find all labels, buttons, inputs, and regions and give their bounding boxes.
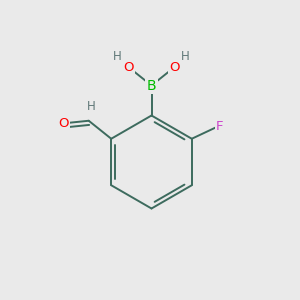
Text: O: O (124, 61, 134, 74)
Text: O: O (58, 117, 69, 130)
Text: F: F (216, 120, 224, 133)
Text: H: H (113, 50, 122, 63)
Text: O: O (169, 61, 179, 74)
Text: H: H (181, 50, 190, 63)
Text: H: H (87, 100, 95, 113)
Text: B: B (147, 79, 156, 92)
